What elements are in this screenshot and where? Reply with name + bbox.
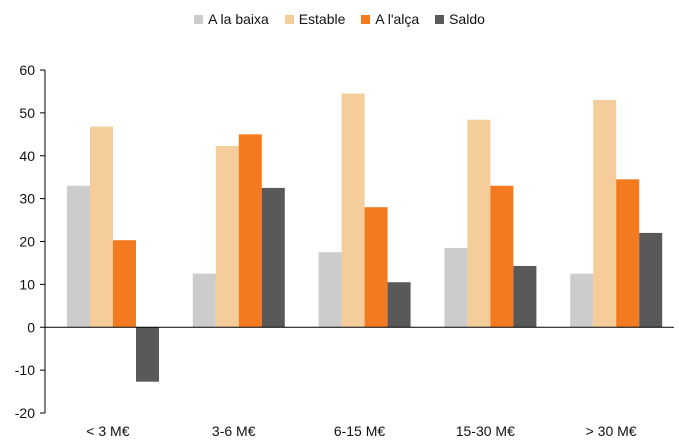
bar-a-la-baixa-30-m xyxy=(570,273,594,328)
bar-saldo-15-30-m xyxy=(513,265,537,328)
x-tick-label-2: 3-6 M€ xyxy=(212,423,256,439)
bar-estable-3-6-m xyxy=(215,145,239,328)
y-tick-label-neg10: -10 xyxy=(15,362,35,378)
y-tick-label-10: 10 xyxy=(19,276,35,292)
legend-item-estable: Estable xyxy=(284,11,346,27)
bar-a-la-baixa-3-m xyxy=(67,185,90,328)
bar-estable-15-30-m xyxy=(467,119,491,328)
legend-swatch-a-lalca xyxy=(361,15,371,24)
legend-swatch-estable xyxy=(284,15,294,24)
y-tick-label-0: 0 xyxy=(27,319,35,335)
legend-label-a-lalca: A l'alça xyxy=(375,11,420,27)
y-tick-label-50: 50 xyxy=(19,105,35,121)
bar-saldo-30-m xyxy=(639,232,663,328)
bar-a-l-al-a-15-30-m xyxy=(490,185,514,328)
bar-a-l-al-a-30-m xyxy=(616,179,640,328)
bar-a-l-al-a-3-m xyxy=(113,240,136,328)
y-tick-label-20: 20 xyxy=(19,234,35,250)
legend-swatch-saldo xyxy=(435,15,445,24)
y-tick-label-30: 30 xyxy=(19,191,35,207)
axes-group: < 3 M€ 3-6 M€ 6-15 M€ 15-30 M€ > 30 M€ -20 -10… xyxy=(15,62,674,439)
x-tick-label-3: 6-15 M€ xyxy=(334,423,386,439)
legend-item-a-la-baixa: A la baixa xyxy=(194,11,269,27)
y-tick-label-60: 60 xyxy=(19,62,35,78)
chart-legend: A la baixa Estable A l'alça Saldo xyxy=(0,11,679,27)
bar-saldo-3-m xyxy=(136,327,159,382)
y-tick-label-40: 40 xyxy=(19,148,35,164)
bar-a-la-baixa-6-15-m xyxy=(318,252,342,328)
bar-saldo-6-15-m xyxy=(387,282,411,328)
bar-a-la-baixa-3-6-m xyxy=(192,273,216,328)
bar-estable-6-15-m xyxy=(341,93,365,328)
legend-swatch-a-la-baixa xyxy=(194,15,204,24)
bars-group xyxy=(67,93,663,382)
bar-a-l-al-a-3-6-m xyxy=(238,134,262,328)
bar-saldo-3-6-m xyxy=(261,187,285,328)
legend-item-a-lalca: A l'alça xyxy=(361,11,419,27)
bar-a-la-baixa-15-30-m xyxy=(444,247,468,328)
legend-item-saldo: Saldo xyxy=(435,11,485,27)
legend-label-estable: Estable xyxy=(298,11,346,27)
bar-estable-30-m xyxy=(593,100,617,328)
bar-estable-3-m xyxy=(90,126,113,328)
x-tick-label-4: 15-30 M€ xyxy=(456,423,515,439)
y-tick-label-neg20: -20 xyxy=(15,405,35,421)
x-tick-label-1: < 3 M€ xyxy=(86,423,129,439)
legend-label-a-la-baixa: A la baixa xyxy=(208,11,269,27)
bar-a-l-al-a-6-15-m xyxy=(364,207,388,328)
legend-label-saldo: Saldo xyxy=(449,11,485,27)
x-tick-label-5: > 30 M€ xyxy=(586,423,637,439)
